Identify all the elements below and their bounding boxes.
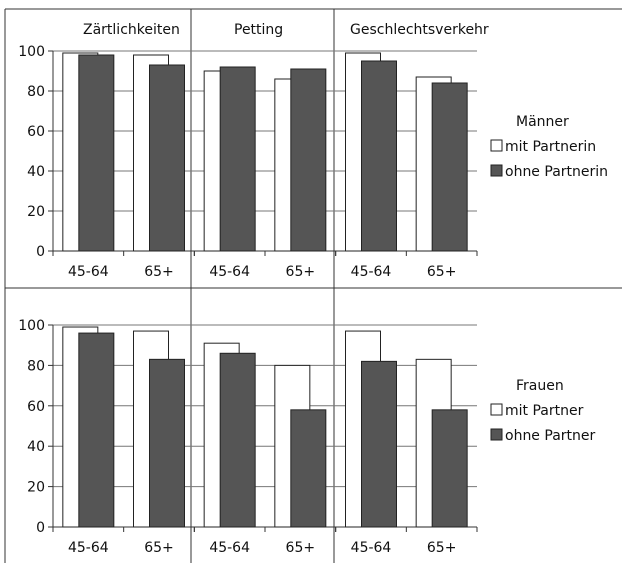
group-header-label: Petting <box>234 22 283 38</box>
x-category-label: 45-64 <box>351 540 392 556</box>
legend-swatch <box>490 139 503 152</box>
x-category-label: 65+ <box>286 540 316 556</box>
y-tick-label: 20 <box>27 204 45 220</box>
legend-label: ohne Partnerin <box>505 164 608 180</box>
legend-swatch <box>490 164 503 177</box>
group-header-label: Geschlechtsverkehr <box>350 22 489 38</box>
y-tick-label: 40 <box>27 164 45 180</box>
x-category-label: 45-64 <box>351 264 392 280</box>
y-tick-label: 40 <box>27 439 45 455</box>
bar-series-2 <box>431 409 468 528</box>
x-category-label: 45-64 <box>68 540 109 556</box>
y-tick-label: 0 <box>36 520 45 536</box>
legend-label: mit Partner <box>505 403 584 419</box>
bar-series-2 <box>149 64 185 252</box>
x-category-label: 65+ <box>286 264 316 280</box>
bar-series-2 <box>78 54 115 252</box>
panel-label: Frauen <box>516 378 564 394</box>
y-tick-label: 100 <box>18 318 45 334</box>
y-tick-label: 20 <box>27 480 45 496</box>
y-tick-label: 80 <box>27 358 45 374</box>
bar-series-2 <box>290 409 327 528</box>
bar-series-2 <box>361 360 397 528</box>
bar-series-2 <box>290 68 327 252</box>
y-tick-label: 100 <box>18 44 45 60</box>
bar-series-2 <box>78 332 115 528</box>
legend-label: ohne Partner <box>505 428 595 444</box>
y-tick-label: 60 <box>27 124 45 140</box>
bar-series-2 <box>149 358 185 528</box>
bar-series-2 <box>219 352 256 528</box>
group-header-label: Zärtlichkeiten <box>83 22 180 38</box>
bar-series-2 <box>219 66 256 252</box>
x-category-label: 65+ <box>427 264 457 280</box>
y-tick-label: 80 <box>27 84 45 100</box>
x-category-label: 65+ <box>144 264 174 280</box>
legend-label: mit Partnerin <box>505 139 596 155</box>
legend-swatch <box>490 428 503 441</box>
legend-swatch <box>490 403 503 416</box>
x-category-label: 65+ <box>427 540 457 556</box>
panel-label: Männer <box>516 114 569 130</box>
y-tick-label: 60 <box>27 399 45 415</box>
y-tick-label: 0 <box>36 244 45 260</box>
x-category-label: 45-64 <box>68 264 109 280</box>
x-category-label: 65+ <box>144 540 174 556</box>
bar-series-2 <box>431 82 468 252</box>
x-category-label: 45-64 <box>209 540 250 556</box>
bar-series-2 <box>361 60 397 252</box>
x-category-label: 45-64 <box>209 264 250 280</box>
